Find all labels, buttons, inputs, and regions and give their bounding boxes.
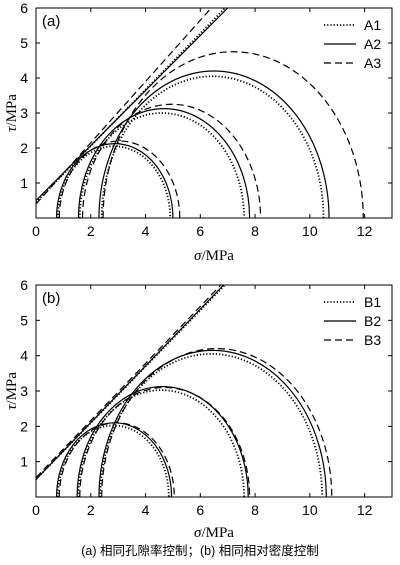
- mohr-circle-a3-1: [58, 140, 181, 218]
- y-tick-label: 5: [20, 35, 28, 51]
- x-tick-label: 4: [142, 502, 150, 518]
- legend-label-a1: A1: [364, 17, 381, 33]
- mohr-circle-a2-3: [98, 70, 330, 218]
- x-tick-label: 8: [251, 223, 259, 239]
- y-tick-label: 6: [20, 277, 28, 293]
- x-tick-label: 6: [196, 502, 204, 518]
- legend-label-b2: B2: [364, 313, 381, 329]
- y-tick-label: 4: [20, 348, 28, 364]
- mohr-circle-a3-3: [102, 51, 364, 218]
- x-tick-label: 0: [32, 223, 40, 239]
- x-tick-label: 10: [302, 502, 318, 518]
- panel-label: (b): [42, 290, 60, 307]
- legend-label-b3: B3: [364, 332, 381, 348]
- y-tick-label: 1: [20, 454, 28, 470]
- x-tick-label: 12: [357, 502, 373, 518]
- mohr-circle-a2-1: [55, 143, 174, 218]
- legend-label-b1: B1: [364, 294, 381, 310]
- mohr-circle-b2-2: [76, 385, 249, 497]
- x-tick-label: 4: [142, 223, 150, 239]
- figure-caption: (a) 相同孔隙率控制；(b) 相同相对密度控制: [81, 544, 319, 558]
- plot-area: [36, 285, 333, 497]
- mohr-circle-a1-1: [57, 145, 172, 218]
- mohr-circle-b3-2: [79, 386, 251, 497]
- mohr-circle-a2-2: [77, 108, 251, 218]
- strength-envelope-a2: [36, 8, 229, 201]
- plot-frame: [35, 7, 393, 219]
- mohr-circle-a3-2: [81, 103, 262, 218]
- y-tick-label: 5: [20, 312, 28, 328]
- x-axis-label: σ/MPa: [194, 525, 234, 541]
- y-axis-label: τ/MPa: [4, 372, 20, 410]
- mohr-circle-a1-2: [78, 112, 246, 218]
- x-tick-label: 12: [357, 223, 373, 239]
- mohr-circle-b1-2: [77, 389, 246, 497]
- mohr-circle-b3-1: [58, 422, 175, 497]
- panel-label: (a): [42, 13, 60, 30]
- plot-frame: [35, 284, 393, 498]
- mohr-circle-b1-3: [99, 353, 324, 497]
- mohr-circle-b2-1: [55, 422, 173, 497]
- x-tick-label: 2: [87, 223, 95, 239]
- legend-label-a3: A3: [364, 55, 381, 71]
- y-tick-label: 4: [20, 70, 28, 86]
- x-tick-label: 2: [87, 502, 95, 518]
- strength-envelope-a3: [36, 8, 212, 205]
- strength-envelope-b3: [36, 285, 222, 478]
- y-tick-label: 2: [20, 418, 28, 434]
- x-tick-label: 0: [32, 502, 40, 518]
- y-tick-label: 3: [20, 383, 28, 399]
- y-tick-label: 1: [20, 175, 28, 191]
- y-tick-label: 6: [20, 0, 28, 16]
- mohr-circle-b2-3: [98, 349, 327, 497]
- x-tick-label: 8: [251, 502, 259, 518]
- mohr-circle-b1-1: [57, 424, 170, 497]
- y-tick-label: 2: [20, 140, 28, 156]
- mohr-circle-b3-3: [101, 347, 333, 497]
- strength-envelope-b2: [36, 285, 225, 480]
- legend-label-a2: A2: [364, 36, 381, 52]
- y-axis-label: τ/MPa: [4, 94, 20, 132]
- x-tick-label: 10: [302, 223, 318, 239]
- x-tick-label: 6: [196, 223, 204, 239]
- y-tick-label: 3: [20, 105, 28, 121]
- plot-area: [36, 8, 364, 218]
- x-axis-label: σ/MPa: [194, 248, 234, 264]
- mohr-circle-a1-3: [100, 75, 325, 218]
